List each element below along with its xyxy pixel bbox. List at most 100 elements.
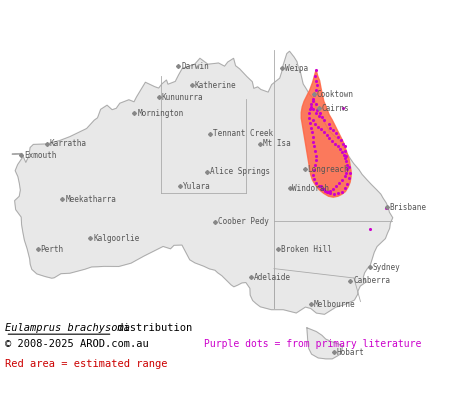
Point [311, 166, 318, 173]
Polygon shape [307, 328, 342, 359]
Text: Coober Pedy: Coober Pedy [218, 217, 269, 226]
Point [333, 130, 340, 137]
Point [317, 183, 324, 189]
Point [311, 143, 318, 150]
Point [383, 205, 391, 212]
Point [320, 186, 328, 192]
Point [366, 226, 373, 232]
Point [313, 101, 320, 107]
Point [336, 146, 343, 153]
Text: Kununurra: Kununurra [162, 93, 203, 102]
Point [312, 148, 319, 154]
Point [310, 98, 317, 105]
Text: Melbourne: Melbourne [314, 300, 356, 309]
Point [313, 77, 320, 84]
Polygon shape [12, 51, 393, 314]
Text: Darwin: Darwin [181, 61, 209, 71]
Point [305, 110, 312, 117]
Point [312, 67, 319, 73]
Text: Sydney: Sydney [373, 263, 400, 272]
Point [384, 203, 391, 210]
Point [308, 129, 315, 136]
Point [339, 105, 346, 111]
Point [313, 109, 320, 116]
Point [323, 132, 330, 139]
Point [326, 134, 333, 141]
Point [309, 117, 316, 123]
Point [334, 134, 342, 140]
Text: Windorah: Windorah [292, 183, 329, 193]
Point [327, 124, 334, 131]
Point [327, 187, 334, 194]
Point [346, 169, 354, 176]
Point [316, 110, 324, 117]
Point [320, 129, 328, 136]
Text: Adelaide: Adelaide [254, 273, 291, 282]
Point [313, 152, 320, 159]
Point [312, 162, 319, 168]
Point [307, 101, 314, 107]
Point [315, 105, 323, 111]
Point [340, 151, 347, 158]
Point [334, 143, 342, 150]
Point [318, 186, 325, 192]
Point [323, 188, 330, 195]
Point [343, 152, 350, 159]
Point [342, 148, 349, 154]
Text: Mt Isa: Mt Isa [263, 139, 290, 148]
Point [343, 158, 350, 165]
Point [310, 171, 317, 178]
Point [307, 104, 314, 110]
Point [346, 164, 353, 171]
Point [328, 137, 336, 144]
Point [325, 120, 332, 127]
Point [339, 140, 346, 147]
Text: Brisbane: Brisbane [390, 203, 427, 212]
Text: Purple dots = from primary literature: Purple dots = from primary literature [203, 339, 421, 349]
Point [306, 120, 313, 126]
Text: Eulamprus brachysoma: Eulamprus brachysoma [5, 322, 130, 332]
Text: Canberra: Canberra [353, 276, 390, 285]
Point [337, 137, 344, 143]
Point [310, 105, 317, 112]
Point [315, 183, 323, 189]
Text: Red area = estimated range: Red area = estimated range [5, 359, 168, 369]
Text: Katherine: Katherine [195, 81, 236, 90]
Point [318, 114, 325, 121]
Point [346, 175, 353, 182]
Text: Weipa: Weipa [285, 63, 308, 73]
Point [320, 117, 328, 123]
Point [333, 183, 340, 189]
Point [312, 120, 319, 127]
Point [307, 124, 314, 131]
Text: Kalgoorlie: Kalgoorlie [93, 234, 140, 242]
Polygon shape [301, 70, 351, 197]
Point [341, 143, 348, 150]
Point [338, 149, 345, 155]
Text: Cairns: Cairns [322, 104, 350, 112]
Point [330, 127, 337, 134]
Point [309, 134, 316, 140]
Point [313, 180, 320, 186]
Point [306, 105, 313, 112]
Text: Meekatharra: Meekatharra [65, 195, 116, 203]
Point [344, 181, 351, 187]
Text: Longreach: Longreach [307, 165, 349, 174]
Point [331, 191, 338, 198]
Point [311, 176, 318, 183]
Point [317, 126, 324, 133]
Point [338, 177, 345, 183]
Text: Perth: Perth [40, 245, 63, 254]
Point [341, 184, 348, 191]
Point [343, 169, 350, 176]
Point [311, 91, 318, 98]
Text: Yulara: Yulara [183, 182, 211, 191]
Point [382, 204, 389, 211]
Text: Tennant Creek: Tennant Creek [213, 129, 273, 138]
Point [327, 190, 334, 197]
Text: distribution: distribution [111, 322, 192, 332]
Point [315, 113, 323, 120]
Point [332, 140, 339, 147]
Point [315, 123, 322, 130]
Point [342, 154, 349, 161]
